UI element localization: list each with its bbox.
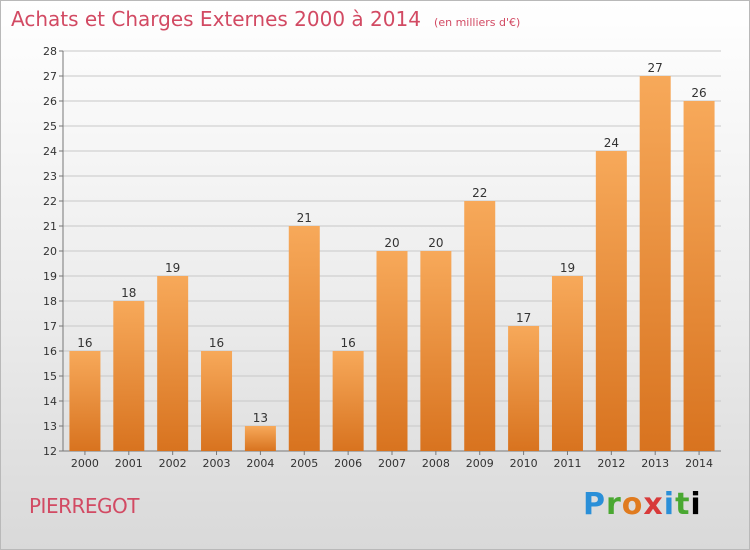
- bar-2004: [244, 426, 276, 451]
- bar-2010: [508, 326, 540, 451]
- x-tick-label: 2004: [246, 457, 274, 470]
- location-label: PIERREGOT: [29, 494, 139, 518]
- proxiti-logo: Proxiti: [583, 487, 702, 522]
- bar-layer: [69, 76, 715, 451]
- x-tick-label: 2013: [641, 457, 669, 470]
- data-label-2005: 21: [297, 211, 312, 225]
- data-label-2010: 17: [516, 311, 531, 325]
- bar-2009: [464, 201, 496, 451]
- x-tick-label: 2003: [203, 457, 231, 470]
- chart-header: Achats et Charges Externes 2000 à 2014 (…: [11, 7, 520, 31]
- y-tick-label: 25: [43, 120, 57, 133]
- y-tick-label: 15: [43, 370, 57, 383]
- bar-2000: [69, 351, 101, 451]
- x-tick-label: 2007: [378, 457, 406, 470]
- x-tick-label: 2002: [159, 457, 187, 470]
- x-tick-label: 2011: [553, 457, 581, 470]
- y-tick-label: 28: [43, 45, 57, 58]
- chart-title: Achats et Charges Externes 2000 à 2014: [11, 7, 421, 31]
- data-label-2001: 18: [121, 286, 136, 300]
- data-label-2014: 26: [691, 86, 706, 100]
- bar-2012: [595, 151, 627, 451]
- data-label-2004: 13: [253, 411, 268, 425]
- data-label-2008: 20: [428, 236, 443, 250]
- bar-2005: [288, 226, 320, 451]
- y-tick-label: 21: [43, 220, 57, 233]
- label-layer: 16 18 19 16 13 21 16 20 20 22 17 19 24 27 26: [77, 61, 706, 425]
- data-label-2006: 16: [340, 336, 355, 350]
- chart-unit: (en milliers d'€): [434, 16, 521, 29]
- y-tick-label: 24: [43, 145, 57, 158]
- x-tick-label: 2014: [685, 457, 713, 470]
- x-tick-label: 2012: [597, 457, 625, 470]
- data-label-2013: 27: [648, 61, 663, 75]
- bar-2001: [113, 301, 145, 451]
- x-tick-label: 2000: [71, 457, 99, 470]
- bar-2014: [683, 101, 715, 451]
- x-tick-label: 2010: [510, 457, 538, 470]
- y-tick-label: 26: [43, 95, 57, 108]
- bar-2011: [551, 276, 583, 451]
- y-tick-label: 22: [43, 195, 57, 208]
- y-tick-label: 27: [43, 70, 57, 83]
- bar-2008: [420, 251, 452, 451]
- x-tick-label: 2006: [334, 457, 362, 470]
- y-tick-label: 20: [43, 245, 57, 258]
- data-label-2003: 16: [209, 336, 224, 350]
- y-tick-label: 19: [43, 270, 57, 283]
- bar-2007: [376, 251, 408, 451]
- x-tick-label: 2008: [422, 457, 450, 470]
- x-tick-label: 2005: [290, 457, 318, 470]
- bar-2013: [639, 76, 671, 451]
- y-tick-label: 18: [43, 295, 57, 308]
- x-tick-label: 2001: [115, 457, 143, 470]
- data-label-2011: 19: [560, 261, 575, 275]
- bar-2002: [157, 276, 189, 451]
- data-label-2002: 19: [165, 261, 180, 275]
- data-label-2000: 16: [77, 336, 92, 350]
- y-tick-label: 23: [43, 170, 57, 183]
- bar-2003: [201, 351, 233, 451]
- y-tick-label: 16: [43, 345, 57, 358]
- y-tick-label: 12: [43, 445, 57, 458]
- data-label-2009: 22: [472, 186, 487, 200]
- data-label-2007: 20: [384, 236, 399, 250]
- bar-2006: [332, 351, 364, 451]
- x-tick-label: 2009: [466, 457, 494, 470]
- y-tick-label: 17: [43, 320, 57, 333]
- data-label-2012: 24: [604, 136, 619, 150]
- y-tick-label: 13: [43, 420, 57, 433]
- y-tick-label: 14: [43, 395, 57, 408]
